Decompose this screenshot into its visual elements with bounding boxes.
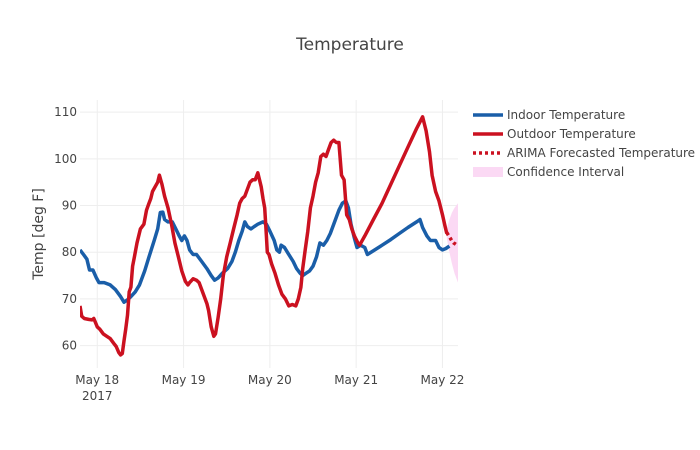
x-tick-label: May 20 [248, 373, 292, 387]
x-tick-label: May 21 [334, 373, 378, 387]
x-tick-label: May 18 [75, 373, 119, 387]
legend-item-outdoor-temperature[interactable]: Outdoor Temperature [473, 127, 636, 141]
legend-item-confidence-interval[interactable]: Confidence Interval [473, 165, 624, 179]
confidence-band-layer [446, 203, 458, 283]
y-axis-label: Temp [deg F] [31, 188, 47, 281]
legend[interactable]: Indoor Temperature Outdoor Temperature ARI… [473, 108, 695, 179]
x-tick-sublabel: 2017 [82, 389, 113, 403]
series-layer [80, 115, 458, 357]
arima-forecasted-temperature-line [445, 231, 458, 247]
y-tick-label: 80 [62, 245, 77, 259]
legend-label: Indoor Temperature [507, 108, 625, 122]
confidence-interval-band [446, 203, 458, 283]
legend-label: ARIMA Forecasted Temperature [507, 146, 695, 160]
legend-item-arima-forecasted-temperature[interactable]: ARIMA Forecasted Temperature [473, 146, 695, 160]
legend-item-indoor-temperature[interactable]: Indoor Temperature [473, 108, 625, 122]
legend-swatch [473, 167, 503, 177]
y-axis-ticks: 60 70 80 90 100 110 [54, 105, 77, 352]
y-tick-label: 60 [62, 339, 77, 353]
indoor-temperature-line [80, 199, 451, 304]
y-tick-label: 110 [54, 105, 77, 119]
y-tick-label: 100 [54, 152, 77, 166]
x-tick-label: May 22 [421, 373, 465, 387]
legend-label: Confidence Interval [507, 165, 624, 179]
x-tick-label: May 19 [162, 373, 206, 387]
legend-label: Outdoor Temperature [507, 127, 636, 141]
chart-title: Temperature [295, 35, 404, 55]
y-tick-label: 90 [62, 199, 77, 213]
x-axis-ticks: May 18 2017 May 19 May 20 May 21 May 22 [75, 373, 464, 403]
outdoor-temperature-line [80, 115, 449, 357]
y-tick-label: 70 [62, 292, 77, 306]
